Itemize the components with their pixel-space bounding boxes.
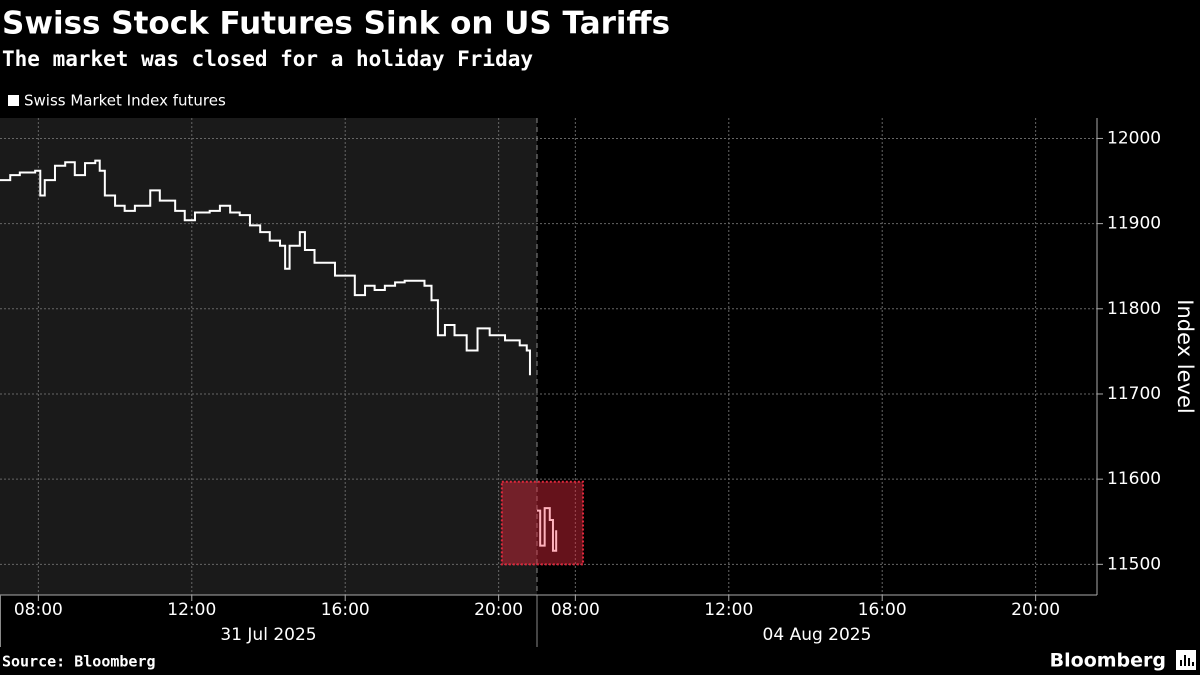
- chart-title: Swiss Stock Futures Sink on US Tariffs: [2, 6, 670, 42]
- brand: Bloomberg: [1050, 650, 1166, 672]
- x-tick-label: 20:00: [474, 600, 523, 620]
- x-group-label: 31 Jul 2025: [220, 625, 316, 645]
- y-tick-label: 11700: [1107, 384, 1161, 404]
- y-tick-label: 11500: [1107, 554, 1161, 574]
- series-line: [0, 159, 531, 376]
- source: Source: Bloomberg: [2, 653, 156, 671]
- x-tick-label: 12:00: [704, 600, 753, 620]
- series-line: [536, 507, 558, 552]
- chart-subtitle: The market was closed for a holiday Frid…: [2, 47, 533, 71]
- x-tick-label: 12:00: [167, 600, 216, 620]
- y-tick-label: 11600: [1107, 469, 1161, 489]
- x-tick-label: 08:00: [14, 600, 63, 620]
- x-group-label: 04 Aug 2025: [763, 625, 872, 645]
- y-tick-label: 11800: [1107, 299, 1161, 319]
- y-tick-label: 11900: [1107, 214, 1161, 234]
- plot: 11500 11600 11700 11800 11900 12000 08:00 12:00…: [0, 118, 1197, 647]
- highlight-box: [500, 480, 585, 566]
- x-tick-label: 16:00: [321, 600, 370, 620]
- y-axis-title: Index level: [1173, 299, 1197, 413]
- brand-icon-bars: [1180, 655, 1194, 666]
- y-tick-label: 12000: [1107, 128, 1161, 148]
- session-shade: [0, 118, 537, 595]
- legend-label: Swiss Market Index futures: [24, 92, 226, 110]
- legend-swatch: [8, 95, 19, 106]
- x-tick-label: 20:00: [1011, 600, 1060, 620]
- x-tick-label: 16:00: [858, 600, 907, 620]
- x-tick-label: 08:00: [551, 600, 600, 620]
